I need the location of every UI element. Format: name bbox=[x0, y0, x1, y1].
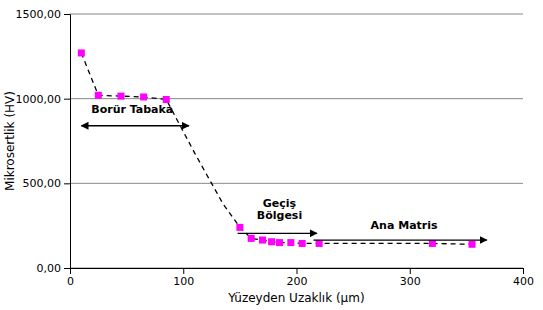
point bbox=[268, 238, 275, 245]
y-axis: 0,00 500,00 1000,00 1500,00 bbox=[16, 8, 71, 275]
tick-mark bbox=[64, 183, 70, 184]
plot: 0 100 200 300 400 0,00 500,00 1000,00 1500,00 Bor… bbox=[16, 8, 535, 288]
tick-label: 500,00 bbox=[23, 177, 62, 190]
point bbox=[299, 240, 306, 247]
line bbox=[81, 53, 472, 244]
point bbox=[78, 49, 85, 56]
point bbox=[95, 92, 102, 99]
grid-line bbox=[70, 98, 523, 99]
point bbox=[259, 237, 266, 244]
point bbox=[117, 93, 124, 100]
annotation-arrow bbox=[238, 233, 317, 234]
point bbox=[287, 239, 294, 246]
tick-label: 200 bbox=[287, 275, 308, 288]
grid-line bbox=[70, 183, 523, 184]
tick: 300 bbox=[400, 268, 421, 288]
tick-label: 1000,00 bbox=[16, 93, 62, 106]
annotation-line: Borür Tabaka bbox=[91, 103, 173, 116]
tick-mark bbox=[64, 268, 70, 269]
tick: 1000,00 bbox=[16, 93, 71, 106]
x-axis: 0 100 200 300 400 bbox=[67, 268, 534, 288]
tick-mark bbox=[410, 268, 411, 274]
tick: 0,00 bbox=[37, 262, 71, 275]
axis-line bbox=[64, 15, 71, 269]
annotation-text: Borür Tabaka bbox=[91, 103, 173, 116]
annotation-line: Bölgesi bbox=[257, 209, 302, 222]
tick: 400 bbox=[513, 268, 534, 288]
grid-line bbox=[70, 14, 523, 15]
tick: 200 bbox=[287, 268, 308, 288]
tick-mark bbox=[523, 268, 524, 274]
annotations: Borür Tabaka GeçişBölgesi Ana Matris bbox=[81, 103, 486, 240]
tick: 500,00 bbox=[23, 177, 71, 190]
annotation-line: Ana Matris bbox=[371, 219, 438, 232]
tick-label: 100 bbox=[173, 275, 194, 288]
point bbox=[429, 240, 436, 247]
tick-label: 1500,00 bbox=[16, 8, 62, 21]
axis-line bbox=[71, 269, 524, 275]
annotation-arrow bbox=[313, 239, 486, 240]
tick-mark bbox=[183, 268, 184, 274]
data bbox=[78, 49, 476, 247]
tick: 1500,00 bbox=[16, 8, 71, 21]
tick: 0 bbox=[67, 268, 74, 288]
point bbox=[276, 239, 283, 246]
point bbox=[140, 93, 147, 100]
annotation-text: GeçişBölgesi bbox=[257, 197, 302, 222]
tick-label: 0 bbox=[67, 275, 74, 288]
chart: 0 100 200 300 400 0,00 500,00 1000,00 1500,00 Bor… bbox=[0, 0, 543, 310]
annotation-text: Ana Matris bbox=[371, 219, 438, 232]
tick-label: 0,00 bbox=[37, 262, 62, 275]
x-axis-title: Yüzeyden Uzaklık (μm) bbox=[227, 291, 364, 305]
tick-mark bbox=[297, 268, 298, 274]
annotation-arrow bbox=[81, 125, 189, 126]
y-axis-title: Mikrosertlik (HV) bbox=[3, 91, 17, 191]
tick-mark bbox=[64, 99, 70, 100]
grid bbox=[70, 14, 523, 268]
tick-label: 400 bbox=[513, 275, 534, 288]
tick-label: 300 bbox=[400, 275, 421, 288]
point bbox=[469, 241, 476, 248]
point bbox=[248, 235, 255, 242]
point bbox=[316, 240, 323, 247]
tick-mark bbox=[64, 14, 70, 15]
point bbox=[236, 224, 243, 231]
tick: 100 bbox=[173, 268, 194, 288]
